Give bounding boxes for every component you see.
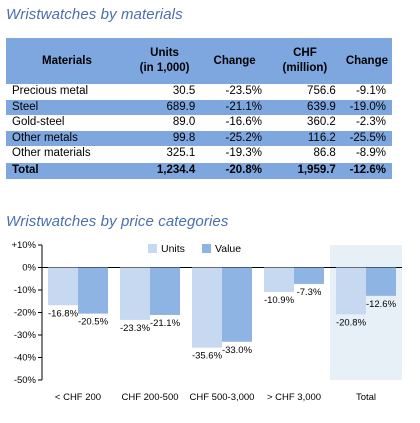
bar-value bbox=[78, 267, 108, 314]
table-row: Steel 689.9 -21.1% 639.9 -19.0% bbox=[6, 99, 392, 116]
cell-chf-change: -2.3% bbox=[355, 116, 386, 129]
category-label: < CHF 200 bbox=[55, 392, 101, 403]
data-label-units: -23.3% bbox=[120, 323, 151, 334]
cell-chf-change: -8.9% bbox=[355, 147, 386, 160]
materials-table-header: Materials Units (in 1,000) Change CHF (mil… bbox=[6, 38, 392, 84]
legend-label-units: Units bbox=[161, 243, 185, 255]
data-label-units: -20.8% bbox=[336, 317, 367, 328]
y-tick-label: -20% bbox=[14, 308, 37, 319]
cell-chf-change: -12.6% bbox=[341, 162, 392, 179]
table-row: Precious metal 30.5 -23.5% 756.6 -9.1% bbox=[6, 84, 392, 100]
cell-units: 325.1 bbox=[166, 147, 196, 160]
chart-section-title: Wristwatches by price categories bbox=[6, 213, 229, 230]
category-label: > CHF 3,000 bbox=[267, 392, 321, 403]
bar-units bbox=[336, 267, 366, 315]
legend-swatch-value bbox=[202, 244, 211, 253]
cell-units-change: -23.5% bbox=[225, 85, 262, 97]
bar-units bbox=[264, 267, 294, 293]
data-label-units: -16.8% bbox=[48, 308, 79, 319]
cell-units: 89.0 bbox=[172, 116, 196, 129]
cell-chf: 86.8 bbox=[313, 147, 336, 160]
data-label-value: -33.0% bbox=[222, 345, 253, 356]
materials-table: Materials Units (in 1,000) Change CHF (mil… bbox=[6, 38, 392, 179]
bar-value bbox=[150, 267, 180, 315]
data-label-value: -7.3% bbox=[297, 287, 322, 298]
cell-units-change: -16.6% bbox=[225, 116, 262, 129]
y-tick-label: -50% bbox=[14, 375, 37, 386]
category-label: CHF 200-500 bbox=[121, 392, 178, 403]
cell-chf-change: -25.5% bbox=[341, 130, 392, 147]
cell-chf: 116.2 bbox=[267, 130, 342, 147]
cell-units-change: -19.3% bbox=[225, 147, 262, 160]
header-materials: Materials bbox=[6, 38, 128, 84]
bar-units bbox=[120, 267, 150, 320]
cell-name: Total bbox=[6, 162, 128, 179]
bar-value bbox=[222, 267, 252, 342]
cell-chf: 360.2 bbox=[307, 116, 336, 129]
table-row: Other materials 325.1 -19.3% 86.8 -8.9% bbox=[6, 146, 392, 162]
data-label-value: -12.6% bbox=[366, 299, 397, 310]
cell-units-change: -25.2% bbox=[201, 130, 268, 147]
cell-name: Steel bbox=[6, 99, 128, 116]
header-units-change: Change bbox=[201, 38, 268, 84]
legend-label-value: Value bbox=[215, 243, 241, 255]
cell-name: Precious metal bbox=[12, 85, 89, 97]
cell-chf-change: -9.1% bbox=[355, 85, 386, 97]
table-total-row: Total 1,234.4 -20.8% 1,959.7 -12.6% bbox=[6, 162, 392, 179]
bar-units bbox=[192, 267, 222, 348]
cell-units-change: -21.1% bbox=[201, 99, 268, 116]
cell-chf-change: -19.0% bbox=[341, 99, 392, 116]
cell-chf: 756.6 bbox=[307, 85, 336, 97]
table-row: Other metals 99.8 -25.2% 116.2 -25.5% bbox=[6, 130, 392, 147]
header-chf: CHF (million) bbox=[267, 38, 342, 84]
price-category-chart: +10% 0% -10% -20% -30% -40% -50% -16.8%-20.5% < … bbox=[11, 240, 402, 403]
cell-units: 1,234.4 bbox=[127, 162, 202, 179]
cell-units: 99.8 bbox=[127, 130, 202, 147]
header-units: Units (in 1,000) bbox=[127, 38, 202, 84]
cell-units-change: -20.8% bbox=[201, 162, 268, 179]
data-label-value: -20.5% bbox=[78, 317, 109, 328]
data-label-units: -10.9% bbox=[264, 295, 295, 306]
y-tick-label: 0% bbox=[22, 263, 36, 274]
bar-units bbox=[48, 267, 78, 306]
cell-units: 689.9 bbox=[127, 99, 202, 116]
data-label-units: -35.6% bbox=[192, 351, 223, 362]
materials-section-title: Wristwatches by materials bbox=[6, 6, 183, 23]
cell-name: Gold-steel bbox=[12, 116, 65, 129]
cell-chf: 639.9 bbox=[267, 99, 342, 116]
y-tick-label: -40% bbox=[14, 353, 37, 364]
table-row: Gold-steel 89.0 -16.6% 360.2 -2.3% bbox=[6, 115, 392, 131]
y-tick-label: +10% bbox=[11, 240, 36, 251]
y-tick-label: -30% bbox=[14, 330, 37, 341]
y-tick-label: -10% bbox=[14, 285, 37, 296]
data-label-value: -21.1% bbox=[150, 318, 181, 329]
cell-chf: 1,959.7 bbox=[267, 162, 342, 179]
header-chf-change: Change bbox=[341, 38, 392, 84]
cell-units: 30.5 bbox=[172, 85, 196, 97]
cell-name: Other metals bbox=[6, 130, 128, 147]
bar-value bbox=[366, 267, 396, 296]
legend-swatch-units bbox=[148, 244, 157, 253]
cell-name: Other materials bbox=[12, 147, 91, 160]
category-label: CHF 500-3,000 bbox=[190, 392, 255, 403]
category-label: Total bbox=[356, 392, 376, 403]
bar-value bbox=[294, 267, 324, 284]
